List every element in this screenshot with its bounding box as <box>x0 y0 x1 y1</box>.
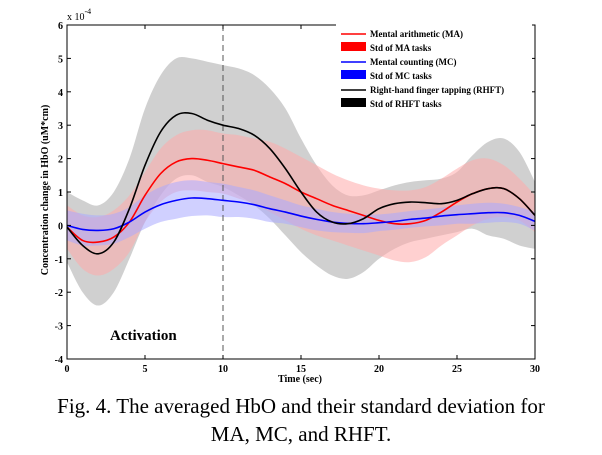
figure-caption: Fig. 4. The averaged HbO and their stand… <box>0 392 602 448</box>
x-axis-ticks: 0 5 10 15 20 25 30 <box>65 25 540 375</box>
y-axis-ticks: -4 -3 -2 -1 0 1 2 3 4 5 6 <box>55 21 535 366</box>
y-tick-label: -1 <box>55 255 63 266</box>
legend-label: Std of MA tasks <box>370 43 432 53</box>
caption-line-2: MA, MC, and RHFT. <box>210 422 392 446</box>
y-exponent-label: x 10-4 <box>67 7 91 23</box>
x-tick-label: 20 <box>374 364 384 375</box>
y-tick-label: 6 <box>58 21 63 32</box>
legend: Mental arithmetic (MA) Std of MA tasks Men… <box>336 24 532 118</box>
y-tick-label: -4 <box>55 355 63 366</box>
y-tick-label: 0 <box>58 221 63 232</box>
x-tick-label: 25 <box>452 364 462 375</box>
legend-swatch-band <box>341 42 366 51</box>
y-tick-label: -3 <box>55 322 63 333</box>
std-band-1 <box>67 180 535 246</box>
std-band-0 <box>67 129 535 276</box>
hbo-chart: 0 5 10 15 20 25 30 -4 -3 -2 -1 0 1 2 3 4 5 6 x 10-4 Time… <box>40 7 540 385</box>
y-tick-label: 2 <box>58 155 63 166</box>
legend-swatch-band <box>341 98 366 107</box>
x-axis-label: Time (sec) <box>278 374 322 385</box>
legend-label: Mental counting (MC) <box>370 57 457 67</box>
y-tick-label: 4 <box>58 88 63 99</box>
y-exponent-power: -4 <box>85 7 92 16</box>
legend-box <box>336 24 532 118</box>
mean-lines <box>66 112 536 255</box>
y-tick-label: -2 <box>55 288 63 299</box>
legend-label: Std of MC tasks <box>370 71 432 81</box>
y-tick-label: 5 <box>58 54 63 65</box>
std-bands <box>67 57 535 306</box>
legend-label: Std of RHFT tasks <box>370 99 442 109</box>
y-tick-label: 3 <box>58 121 63 132</box>
x-tick-label: 30 <box>530 364 540 375</box>
caption-line-1: Fig. 4. The averaged HbO and their stand… <box>57 394 545 418</box>
series-line-1 <box>66 197 536 232</box>
legend-label: Right-hand finger tapping (RHFT) <box>370 85 504 95</box>
x-tick-label: 0 <box>65 364 70 375</box>
legend-label: Mental arithmetic (MA) <box>370 29 463 39</box>
legend-swatch-band <box>341 70 366 79</box>
x-tick-label: 15 <box>296 364 306 375</box>
x-tick-label: 5 <box>143 364 148 375</box>
x-tick-label: 10 <box>218 364 228 375</box>
y-tick-label: 1 <box>58 188 63 199</box>
activation-annotation: Activation <box>110 328 177 344</box>
y-axis-label: Concentration change in HbO (uM*cm) <box>40 105 51 276</box>
series-line-2 <box>66 112 536 255</box>
